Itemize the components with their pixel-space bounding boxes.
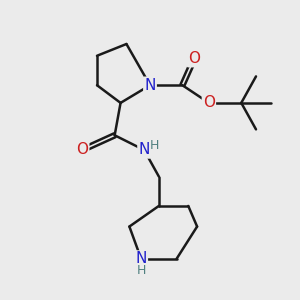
Text: O: O (188, 51, 200, 66)
Text: H: H (150, 139, 159, 152)
Text: N: N (136, 251, 147, 266)
Text: N: N (144, 78, 156, 93)
Text: O: O (76, 142, 88, 158)
Text: N: N (138, 142, 150, 158)
Text: H: H (136, 264, 146, 277)
Text: O: O (203, 95, 215, 110)
